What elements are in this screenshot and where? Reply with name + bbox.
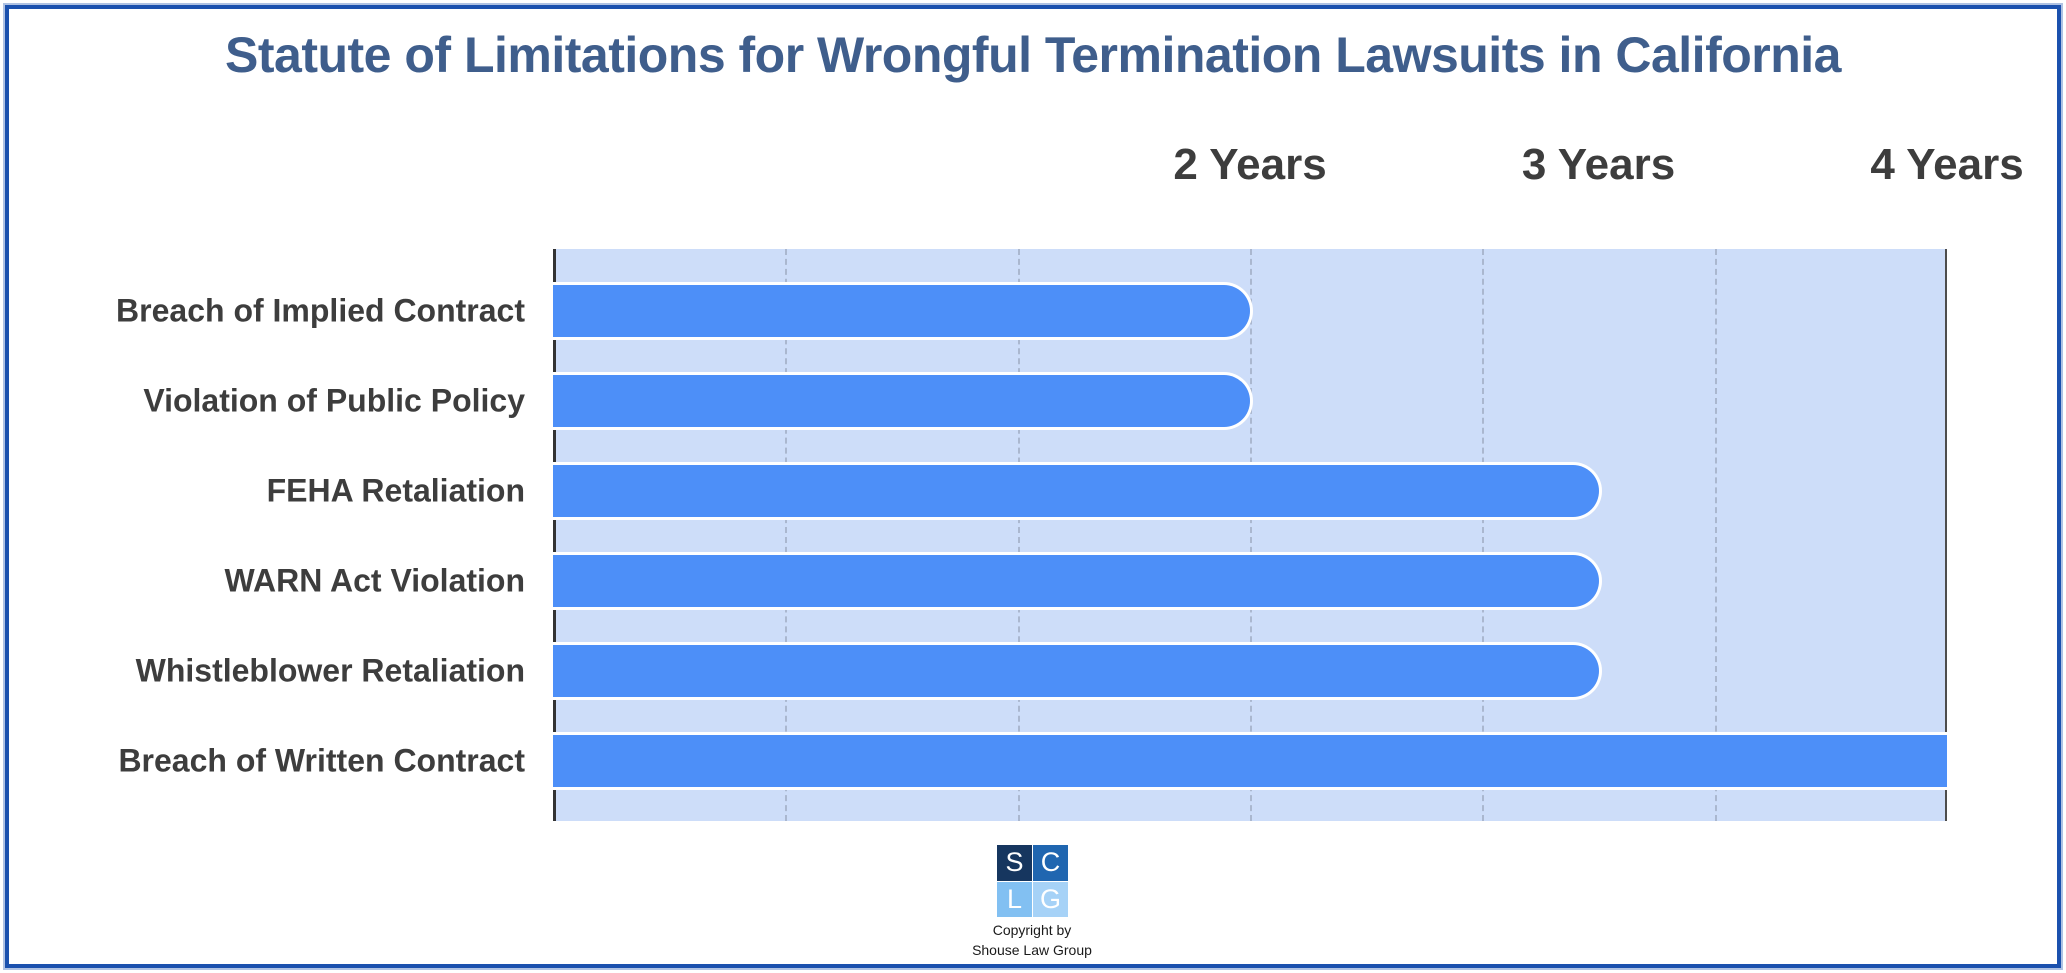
- x-tick-label: 4 Years: [1870, 140, 2024, 189]
- category-label: Breach of Implied Contract: [116, 292, 525, 329]
- y-axis-line: [553, 249, 556, 821]
- gridline: [1482, 249, 1485, 821]
- category-label: Breach of Written Contract: [118, 742, 525, 779]
- bar-feha-retaliation: [553, 465, 1599, 517]
- plot-right-edge-line: [1945, 249, 1947, 821]
- gridline: [1250, 249, 1252, 821]
- gridline: [1017, 249, 1020, 821]
- category-label: WARN Act Violation: [224, 562, 525, 599]
- bar-breach-of-implied-contract: [553, 285, 1250, 337]
- copyright-line-1: Copyright by: [992, 922, 1072, 938]
- logo-square-l: L: [997, 881, 1032, 917]
- category-label: Violation of Public Policy: [143, 382, 525, 419]
- bar-warn-act-violation: [553, 555, 1599, 607]
- logo-square-s: S: [997, 845, 1032, 881]
- copyright-line-2: Shouse Law Group: [972, 942, 1092, 958]
- bar-violation-of-public-policy: [553, 375, 1250, 427]
- copyright-text: Copyright by Shouse Law Group: [932, 920, 1132, 960]
- category-label: FEHA Retaliation: [266, 472, 525, 509]
- bar-breach-of-written-contract: [553, 735, 1947, 787]
- x-tick-label: 3 Years: [1521, 140, 1676, 189]
- gridline: [785, 249, 788, 821]
- x-tick-label: 2 Years: [1173, 140, 1327, 189]
- gridline: [1714, 249, 1717, 821]
- logo-square-g: G: [1033, 881, 1068, 917]
- chart-title: Statute of Limitations for Wrongful Term…: [225, 27, 1841, 83]
- category-label: Whistleblower Retaliation: [135, 652, 525, 689]
- plot-area: [553, 249, 1947, 821]
- logo-square-c: C: [1033, 845, 1068, 881]
- bar-whistleblower-retaliation: [553, 645, 1599, 697]
